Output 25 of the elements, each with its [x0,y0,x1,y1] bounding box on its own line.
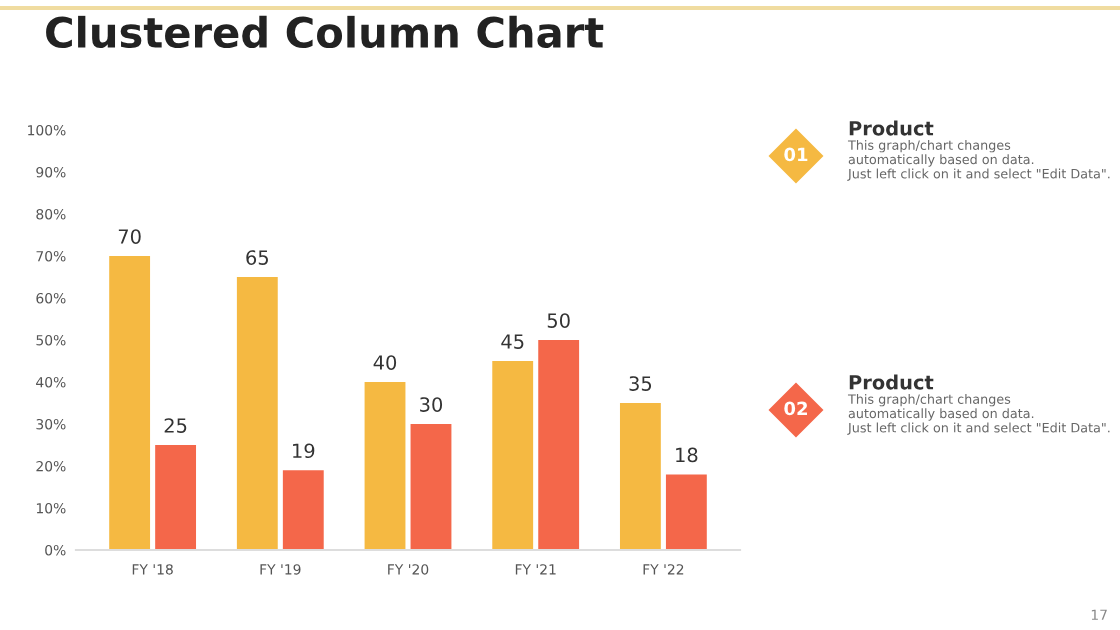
text: Product [849,120,934,136]
bar [282,470,324,550]
bar [155,445,197,550]
data-label: 25 [164,418,187,433]
data-label: 19 [293,443,315,459]
bar [538,340,580,550]
bar [109,256,151,550]
chart-title: Clustered Column Chart [46,15,604,49]
data-label: 70 [118,229,141,244]
bar [236,277,278,550]
bar [364,382,406,550]
data-label: 30 [420,397,443,412]
text: 01 [784,147,808,162]
data-label: 18 [676,447,698,463]
bar [492,361,534,550]
text: Product [849,374,934,390]
data-label: 50 [547,313,570,328]
bar [665,474,707,550]
text: 02 [784,401,807,416]
data-label: 35 [629,376,652,391]
bar [619,403,661,550]
data-label: 65 [246,250,268,265]
bar [410,424,452,550]
data-label: 40 [373,355,397,370]
data-label: 45 [501,334,524,349]
